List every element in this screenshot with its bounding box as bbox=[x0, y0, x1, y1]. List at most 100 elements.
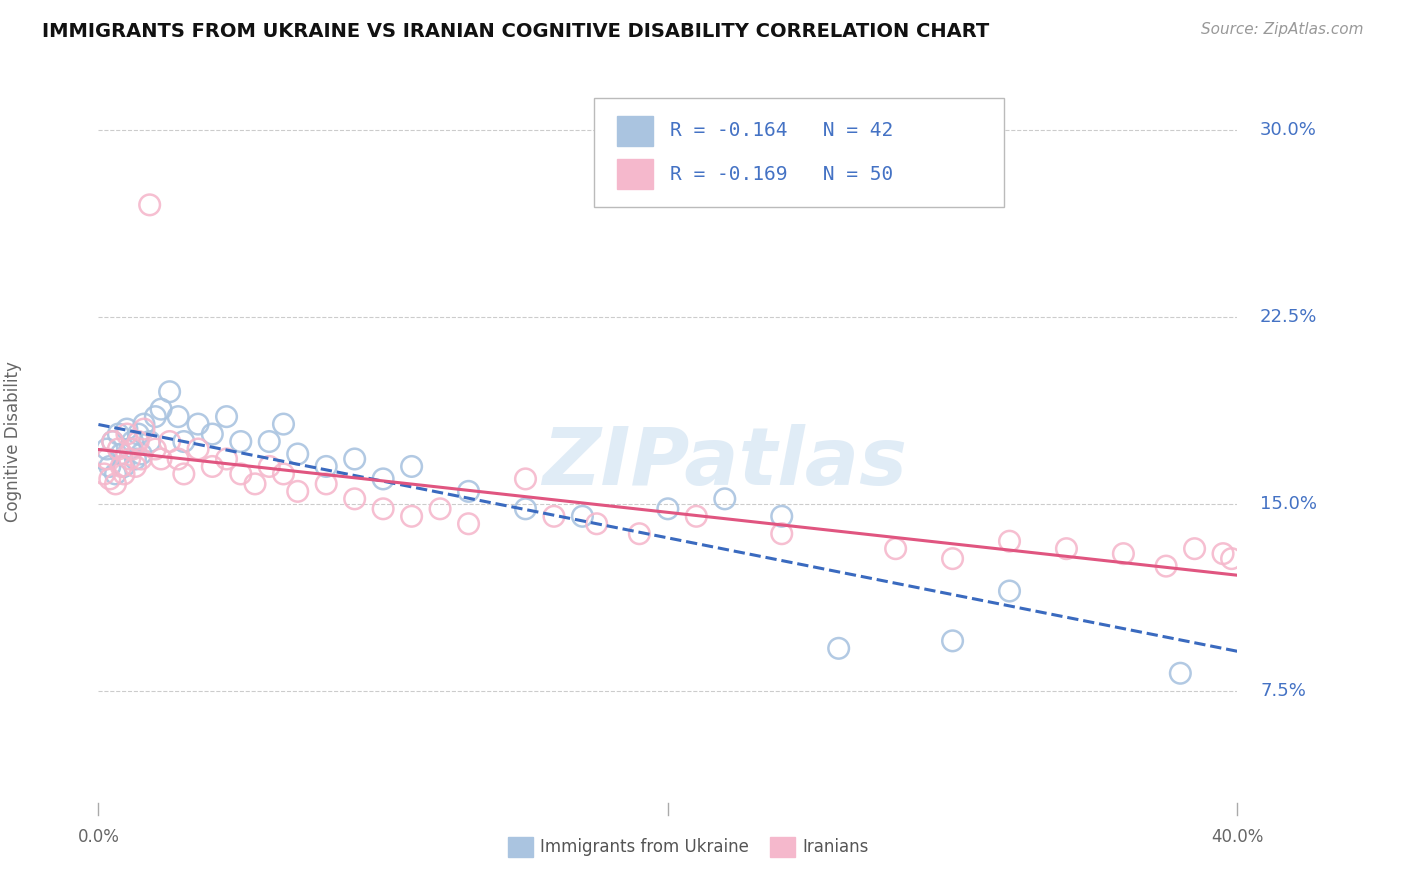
Point bbox=[138, 198, 160, 212]
Bar bbox=[617, 116, 652, 146]
Point bbox=[1154, 559, 1177, 574]
Point bbox=[121, 442, 143, 456]
Point bbox=[127, 434, 149, 449]
Point bbox=[273, 417, 295, 431]
Point bbox=[132, 422, 155, 436]
Point bbox=[173, 467, 195, 481]
Point bbox=[1112, 547, 1135, 561]
Point bbox=[124, 452, 146, 467]
Point bbox=[138, 434, 160, 449]
Bar bbox=[770, 837, 796, 857]
Point bbox=[884, 541, 907, 556]
Point bbox=[1212, 547, 1234, 561]
Point bbox=[571, 509, 593, 524]
Point bbox=[343, 452, 366, 467]
Point bbox=[127, 427, 149, 442]
Point bbox=[259, 459, 281, 474]
Point bbox=[150, 402, 173, 417]
Point bbox=[96, 442, 118, 456]
Text: 40.0%: 40.0% bbox=[1211, 828, 1264, 846]
Point bbox=[1170, 666, 1192, 681]
Point bbox=[118, 442, 141, 456]
Text: IMMIGRANTS FROM UKRAINE VS IRANIAN COGNITIVE DISABILITY CORRELATION CHART: IMMIGRANTS FROM UKRAINE VS IRANIAN COGNI… bbox=[42, 22, 990, 41]
Point bbox=[401, 459, 423, 474]
Point bbox=[229, 434, 252, 449]
Point bbox=[104, 476, 127, 491]
Point bbox=[828, 641, 851, 656]
Text: Cognitive Disability: Cognitive Disability bbox=[4, 361, 22, 522]
Text: 30.0%: 30.0% bbox=[1260, 121, 1317, 139]
Point bbox=[457, 484, 479, 499]
Point bbox=[101, 434, 124, 449]
FancyBboxPatch shape bbox=[593, 98, 1004, 207]
Point bbox=[159, 384, 181, 399]
Point bbox=[96, 452, 118, 467]
Point bbox=[315, 459, 337, 474]
Point bbox=[515, 501, 537, 516]
Point bbox=[129, 452, 152, 467]
Text: Immigrants from Ukraine: Immigrants from Ukraine bbox=[540, 838, 749, 855]
Point bbox=[93, 452, 115, 467]
Point bbox=[229, 467, 252, 481]
Point bbox=[167, 409, 190, 424]
Point bbox=[373, 472, 395, 486]
Point bbox=[145, 442, 167, 456]
Point bbox=[401, 509, 423, 524]
Point bbox=[187, 442, 209, 456]
Point bbox=[107, 427, 129, 442]
Point bbox=[110, 459, 132, 474]
Point bbox=[1220, 551, 1243, 566]
Point bbox=[104, 467, 127, 481]
Text: 0.0%: 0.0% bbox=[77, 828, 120, 846]
Point bbox=[543, 509, 565, 524]
Point bbox=[1184, 541, 1206, 556]
Point bbox=[515, 472, 537, 486]
Point bbox=[942, 551, 965, 566]
Point bbox=[259, 434, 281, 449]
Bar bbox=[617, 159, 652, 189]
Point bbox=[118, 452, 141, 467]
Point bbox=[98, 459, 121, 474]
Point bbox=[112, 459, 135, 474]
Point bbox=[273, 467, 295, 481]
Point bbox=[159, 434, 181, 449]
Point bbox=[942, 633, 965, 648]
Point bbox=[373, 501, 395, 516]
Point bbox=[201, 427, 224, 442]
Text: Iranians: Iranians bbox=[803, 838, 869, 855]
Point bbox=[98, 472, 121, 486]
Point bbox=[215, 409, 238, 424]
Point bbox=[998, 584, 1021, 599]
Point bbox=[215, 452, 238, 467]
Point bbox=[685, 509, 707, 524]
Point bbox=[657, 501, 679, 516]
Point bbox=[129, 447, 152, 461]
Point bbox=[167, 452, 190, 467]
Text: 22.5%: 22.5% bbox=[1260, 308, 1317, 326]
Point bbox=[107, 442, 129, 456]
Point bbox=[429, 501, 451, 516]
Point bbox=[287, 447, 309, 461]
Point bbox=[115, 422, 138, 436]
Text: ZIPatlas: ZIPatlas bbox=[543, 425, 907, 502]
Point bbox=[124, 459, 146, 474]
Text: 7.5%: 7.5% bbox=[1260, 681, 1306, 699]
Point bbox=[770, 526, 793, 541]
Point bbox=[315, 476, 337, 491]
Point bbox=[187, 417, 209, 431]
Text: 15.0%: 15.0% bbox=[1260, 495, 1317, 513]
Text: Source: ZipAtlas.com: Source: ZipAtlas.com bbox=[1201, 22, 1364, 37]
Point bbox=[287, 484, 309, 499]
Point bbox=[585, 516, 607, 531]
Point bbox=[173, 434, 195, 449]
Point bbox=[457, 516, 479, 531]
Point bbox=[112, 467, 135, 481]
Text: R = -0.164   N = 42: R = -0.164 N = 42 bbox=[671, 121, 893, 140]
Point bbox=[115, 427, 138, 442]
Bar bbox=[509, 837, 533, 857]
Point bbox=[110, 447, 132, 461]
Point bbox=[93, 467, 115, 481]
Point bbox=[121, 434, 143, 449]
Point bbox=[150, 452, 173, 467]
Point bbox=[132, 417, 155, 431]
